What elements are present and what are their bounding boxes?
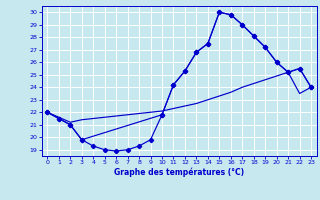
X-axis label: Graphe des températures (°C): Graphe des températures (°C) — [114, 168, 244, 177]
